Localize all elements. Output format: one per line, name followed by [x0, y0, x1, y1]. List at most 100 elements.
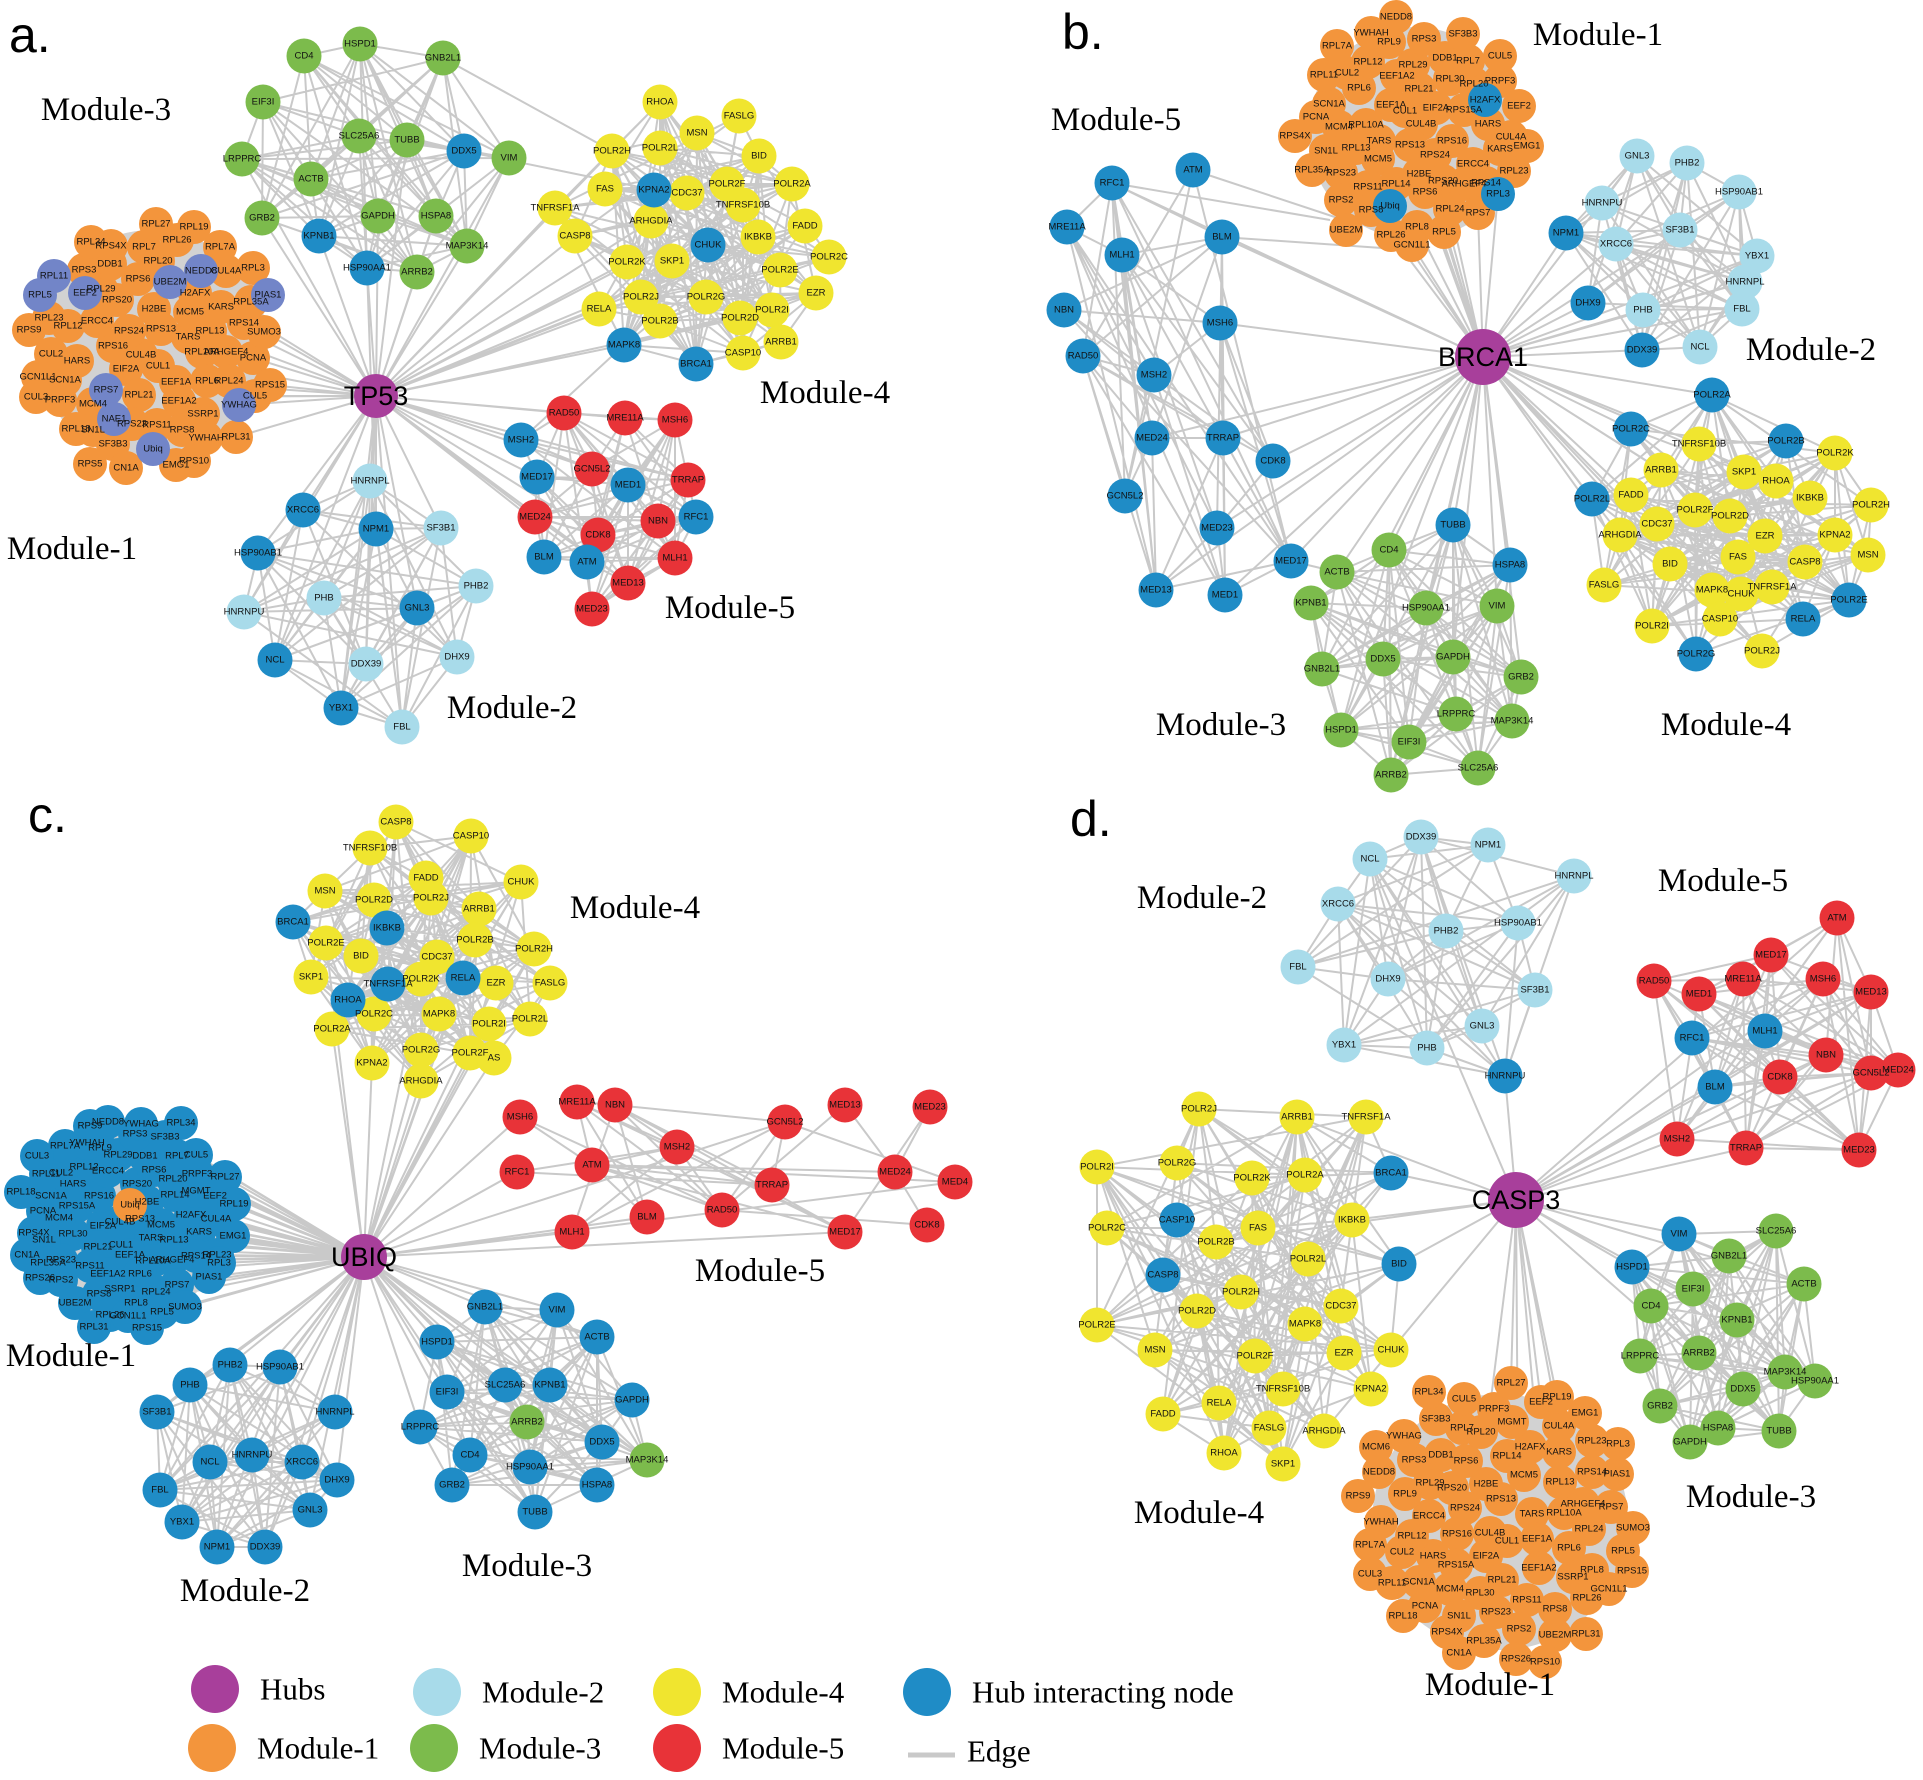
svg-text:RPS8: RPS8: [1543, 1604, 1568, 1615]
svg-text:XRCC6: XRCC6: [1322, 899, 1354, 910]
svg-text:HNRNPL: HNRNPL: [1554, 871, 1593, 882]
svg-text:CUL2: CUL2: [1390, 1547, 1414, 1558]
svg-text:RPS20: RPS20: [102, 295, 132, 306]
svg-text:EEF1A: EEF1A: [1522, 1534, 1553, 1545]
svg-text:MED1: MED1: [615, 480, 641, 491]
svg-text:CASP10: CASP10: [1702, 614, 1738, 625]
svg-text:HNRNPL: HNRNPL: [350, 476, 389, 487]
svg-text:Module-4: Module-4: [1661, 707, 1791, 743]
svg-text:RPL31: RPL31: [79, 1322, 108, 1333]
svg-text:GNL3: GNL3: [1470, 1021, 1495, 1032]
svg-text:NEDD8: NEDD8: [1380, 12, 1412, 23]
svg-text:Ubiq: Ubiq: [143, 444, 163, 455]
svg-text:POLR2G: POLR2G: [1158, 1158, 1197, 1169]
svg-text:RPL13: RPL13: [159, 1235, 188, 1246]
svg-text:MCM5: MCM5: [1510, 1470, 1538, 1481]
svg-text:NEDD8: NEDD8: [1363, 1467, 1395, 1478]
svg-text:POLR2I: POLR2I: [472, 1019, 506, 1030]
svg-text:MSH6: MSH6: [662, 415, 688, 426]
svg-text:HARS: HARS: [60, 1179, 86, 1190]
svg-text:EIF3I: EIF3I: [1398, 737, 1421, 748]
svg-text:TARS: TARS: [139, 1233, 164, 1244]
svg-text:H2BE: H2BE: [1474, 1479, 1499, 1490]
svg-text:CASP10: CASP10: [1159, 1215, 1195, 1226]
svg-text:RPL7A: RPL7A: [1322, 41, 1353, 52]
svg-text:MAPK8: MAPK8: [1696, 585, 1728, 596]
svg-text:CASP8: CASP8: [1789, 557, 1820, 568]
svg-text:Module-5: Module-5: [1051, 102, 1181, 138]
svg-text:HSPD1: HSPD1: [1325, 725, 1357, 736]
svg-text:POLR2J: POLR2J: [623, 292, 659, 303]
svg-text:RPS10: RPS10: [179, 456, 209, 467]
svg-text:SN1L: SN1L: [1447, 1611, 1471, 1622]
svg-text:BRCA1: BRCA1: [1438, 342, 1528, 372]
svg-text:RPS13: RPS13: [1395, 140, 1425, 151]
svg-text:RPL23: RPL23: [1499, 166, 1528, 177]
svg-text:RPL12: RPL12: [1353, 57, 1382, 68]
svg-text:HSPD1: HSPD1: [1616, 1262, 1648, 1273]
svg-text:RPL35A: RPL35A: [1466, 1636, 1502, 1647]
svg-text:ACTB: ACTB: [584, 1332, 609, 1343]
svg-text:MLH1: MLH1: [1109, 250, 1134, 261]
svg-text:EZR: EZR: [487, 978, 506, 989]
svg-text:ARHGEF4: ARHGEF4: [150, 1255, 195, 1266]
svg-text:RAD50: RAD50: [1639, 976, 1670, 987]
svg-text:Module-3: Module-3: [479, 1731, 601, 1766]
svg-text:TRRAP: TRRAP: [756, 1180, 788, 1191]
svg-text:H2BE: H2BE: [142, 304, 167, 315]
svg-text:RPS6: RPS6: [1454, 1456, 1479, 1467]
svg-text:TRRAP: TRRAP: [1207, 433, 1239, 444]
svg-text:EIF2A: EIF2A: [90, 1221, 117, 1232]
svg-text:CASP3: CASP3: [1472, 1185, 1561, 1215]
svg-text:RPL20: RPL20: [158, 1174, 187, 1185]
svg-text:TARS: TARS: [1520, 1509, 1545, 1520]
svg-text:TARS: TARS: [176, 332, 201, 343]
svg-text:SF3B1: SF3B1: [426, 523, 455, 534]
svg-text:KARS: KARS: [1487, 144, 1513, 155]
svg-text:Module-5: Module-5: [665, 590, 795, 626]
svg-text:RPL30: RPL30: [1465, 1588, 1494, 1599]
svg-text:EEF1A: EEF1A: [1376, 100, 1407, 111]
svg-text:HNRNPU: HNRNPU: [1485, 1071, 1526, 1082]
svg-text:RPL7: RPL7: [1456, 56, 1480, 67]
svg-text:ARHGEF4: ARHGEF4: [1561, 1499, 1606, 1510]
svg-text:RELA: RELA: [587, 304, 612, 315]
svg-text:RHOA: RHOA: [1762, 476, 1790, 487]
svg-text:TUBB: TUBB: [1440, 520, 1465, 531]
svg-text:CUL1: CUL1: [109, 1240, 133, 1251]
svg-text:HSP90AA1: HSP90AA1: [1402, 603, 1450, 614]
svg-text:MSN: MSN: [1144, 1345, 1165, 1356]
svg-text:YWHAG: YWHAG: [123, 1119, 159, 1130]
svg-text:YBX1: YBX1: [1332, 1040, 1356, 1051]
svg-text:MSH2: MSH2: [508, 435, 534, 446]
svg-text:EZR: EZR: [807, 288, 826, 299]
svg-text:SKP1: SKP1: [1732, 467, 1756, 478]
svg-text:MED23: MED23: [1843, 1145, 1875, 1156]
svg-text:KPNA2: KPNA2: [638, 185, 669, 196]
svg-text:RPL29: RPL29: [103, 1150, 132, 1161]
svg-text:RPL8: RPL8: [124, 1298, 148, 1309]
svg-text:RPS3: RPS3: [1412, 34, 1437, 45]
svg-text:MED13: MED13: [612, 578, 644, 589]
svg-text:RFC1: RFC1: [505, 1167, 530, 1178]
svg-text:CN1A: CN1A: [1446, 1648, 1472, 1659]
svg-text:YWHAH: YWHAH: [188, 433, 224, 444]
svg-text:MED1: MED1: [1686, 989, 1712, 1000]
svg-text:HSPD1: HSPD1: [421, 1337, 453, 1348]
svg-text:RPL10A: RPL10A: [184, 347, 220, 358]
svg-text:DDX5: DDX5: [1370, 654, 1395, 665]
svg-text:Module-3: Module-3: [462, 1548, 592, 1584]
svg-text:CUL4B: CUL4B: [105, 1217, 136, 1228]
svg-text:RELA: RELA: [451, 973, 476, 984]
svg-text:RPS15: RPS15: [132, 1323, 162, 1334]
svg-text:POLR2H: POLR2H: [1852, 500, 1890, 511]
svg-text:RPL14: RPL14: [160, 1190, 189, 1201]
svg-text:RPL7A: RPL7A: [205, 242, 236, 253]
svg-text:MCM4: MCM4: [1325, 122, 1353, 133]
svg-text:RPL21: RPL21: [1404, 84, 1433, 95]
svg-text:RPS11: RPS11: [75, 1261, 104, 1272]
svg-text:RPL21: RPL21: [124, 390, 153, 401]
svg-text:POLR2L: POLR2L: [642, 143, 678, 154]
svg-text:RPL24: RPL24: [1435, 204, 1464, 215]
svg-text:ACTB: ACTB: [1791, 1279, 1816, 1290]
